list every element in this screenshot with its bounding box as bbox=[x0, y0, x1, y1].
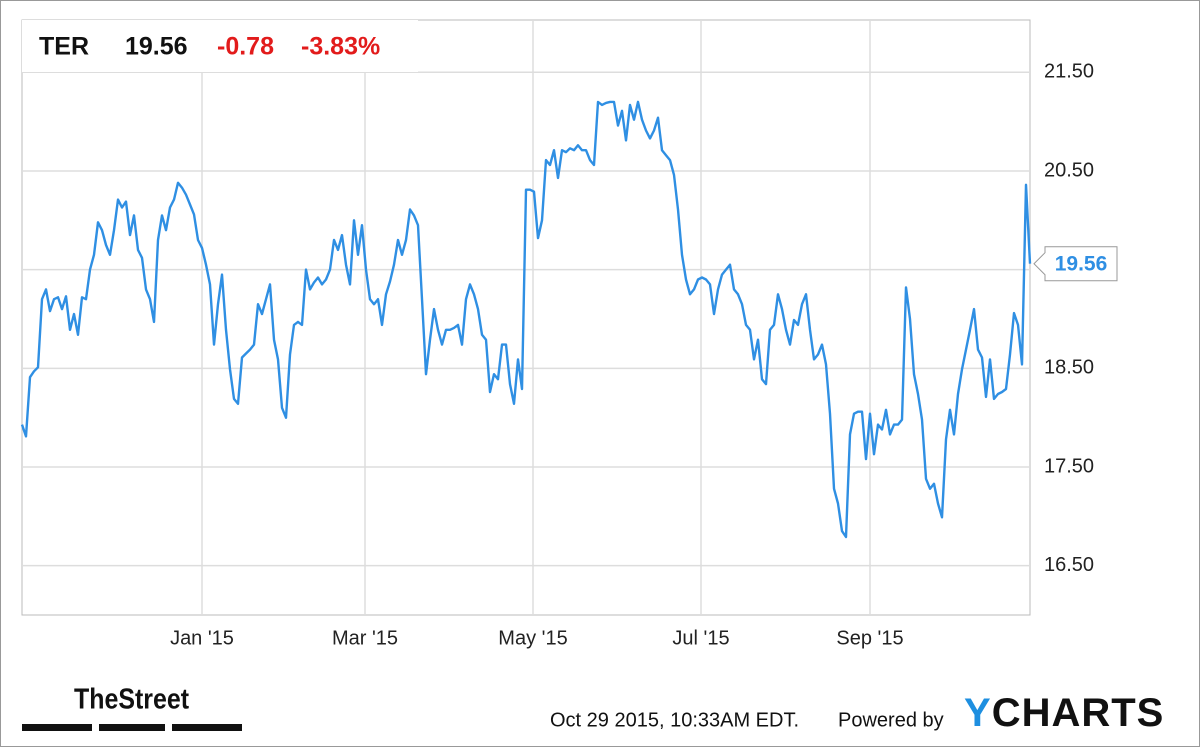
source-logo: TheStreet bbox=[74, 684, 189, 716]
symbol: TER bbox=[39, 33, 89, 61]
logo-bar bbox=[22, 724, 92, 731]
x-tick-label: Jan '15 bbox=[170, 627, 234, 649]
logo-bar bbox=[99, 724, 165, 731]
x-tick-label: Sep '15 bbox=[836, 627, 903, 649]
plot-frame bbox=[21, 19, 1031, 616]
price-line bbox=[20, 100, 1032, 539]
x-tick-label: Jul '15 bbox=[672, 627, 729, 649]
brand: YCHARTS bbox=[964, 691, 1165, 735]
y-tick-label: 17.50 bbox=[1044, 455, 1094, 477]
x-tick-label: May '15 bbox=[498, 627, 567, 649]
y-tick-label: 21.50 bbox=[1044, 61, 1094, 83]
y-tick-label: 20.50 bbox=[1044, 159, 1094, 181]
y-tick-label: 16.50 bbox=[1044, 554, 1094, 576]
powered-by: Powered by bbox=[838, 709, 944, 731]
logo-bar bbox=[172, 724, 242, 731]
timestamp: Oct 29 2015, 10:33AM EDT. bbox=[550, 709, 799, 731]
x-tick-label: Mar '15 bbox=[332, 627, 398, 649]
change: -0.78 bbox=[217, 33, 274, 61]
last-value-box bbox=[1033, 246, 1118, 282]
grid bbox=[22, 20, 1030, 615]
y-tick-label: 18.50 bbox=[1044, 357, 1094, 379]
price: 19.56 bbox=[125, 33, 188, 61]
plot bbox=[20, 100, 1032, 539]
change-percent: -3.83% bbox=[301, 33, 380, 61]
last-value-label: 19.56 bbox=[1055, 252, 1108, 275]
header-box bbox=[22, 20, 418, 72]
